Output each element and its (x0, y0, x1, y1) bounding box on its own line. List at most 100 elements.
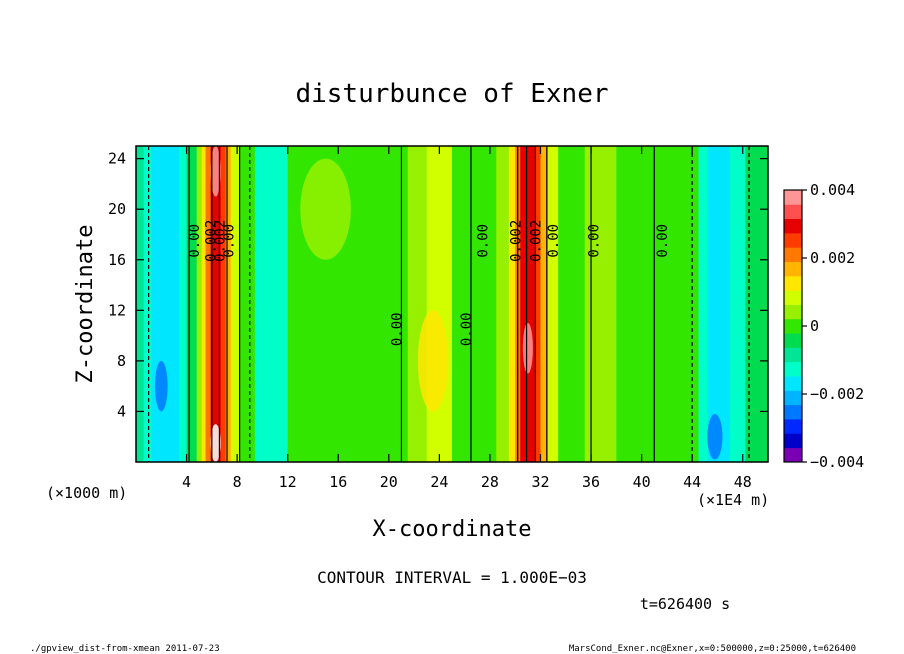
footer-left: ./gpview_dist-from-xmean 2011-07-23 (30, 644, 220, 654)
field-band (254, 146, 289, 462)
colorbar-segment (784, 433, 802, 449)
x-tick-label: 32 (531, 473, 549, 491)
x-tick-label: 20 (380, 473, 398, 491)
colorbar-label: −0.002 (810, 385, 864, 403)
field-band (230, 146, 241, 462)
field-band (407, 146, 428, 462)
field-band (220, 146, 227, 462)
colorbar-segment (784, 190, 802, 205)
field-band (535, 146, 541, 462)
y-axis-ticks: 4 8 12 16 20 24 (108, 150, 768, 420)
colorbar (783, 189, 803, 463)
contour-label: 0.00 (587, 224, 603, 258)
field-band (136, 146, 145, 462)
field-band (698, 146, 708, 462)
colorbar-label: 0.004 (810, 181, 855, 199)
x-unit-left: (×1000 m) (46, 484, 127, 502)
y-tick-label: 12 (108, 301, 126, 319)
colorbar-segment (784, 361, 802, 377)
field-band (496, 146, 510, 462)
x-tick-label: 16 (329, 473, 347, 491)
contour-label: 0.00 (546, 224, 562, 258)
colorbar-ticks: 0.004 0.002 0 −0.002 −0.004 (802, 181, 864, 471)
field-band (382, 146, 409, 462)
x-tick-label: 24 (430, 473, 448, 491)
contour-label: 0.002 (508, 220, 524, 262)
x-tick-label: 36 (582, 473, 600, 491)
contour-label: 0.002 (212, 220, 228, 262)
colorbar-segment (784, 204, 802, 220)
colorbar-segment (784, 304, 802, 320)
y-tick-label: 4 (117, 402, 126, 420)
y-axis-label: Z-coordinate (73, 225, 98, 384)
x-tick-label: 28 (481, 473, 499, 491)
plot-frame (135, 145, 769, 463)
contour-label: 0.00 (389, 312, 405, 346)
field-band (508, 146, 516, 462)
colorbar-segment (784, 290, 802, 305)
colorbar-label: 0.002 (810, 249, 855, 267)
plot-field (136, 146, 769, 462)
field-band (186, 146, 198, 462)
colorbar-segment (784, 347, 802, 363)
field-band (205, 146, 212, 462)
time-stamp: t=626400 s (640, 595, 730, 613)
x-tick-label: 40 (633, 473, 651, 491)
colorbar-segment (784, 404, 802, 420)
field-band (210, 146, 222, 462)
field-band (558, 146, 586, 462)
field-band (196, 146, 203, 462)
field-band (426, 146, 453, 462)
chart-title: disturbunce of Exner (295, 79, 608, 109)
contour-label: 0.00 (459, 312, 475, 346)
x-unit-right: (×1E4 m) (697, 491, 769, 509)
colorbar-segment (784, 333, 802, 348)
colorbar-segment (784, 376, 802, 391)
field-band (616, 146, 699, 462)
colorbar-segment (784, 390, 802, 406)
field-feature (707, 413, 723, 460)
field-band (548, 146, 559, 462)
footer-right: MarsCond_Exner.nc@Exner,x=0:500000,z=0:2… (569, 644, 856, 654)
contour-interval-note: CONTOUR INTERVAL = 1.000E−03 (317, 568, 587, 587)
field-band (730, 146, 746, 462)
x-tick-label: 4 (182, 473, 191, 491)
contour-label: 0.00 (187, 224, 203, 258)
y-tick-label: 24 (108, 150, 126, 168)
field-feature (210, 146, 221, 197)
field-band (225, 146, 232, 462)
field-band (143, 146, 152, 462)
colorbar-segment (784, 218, 802, 234)
colorbar-segment (784, 419, 802, 434)
field-band (452, 146, 497, 462)
contour-label: 0.00 (221, 224, 237, 258)
field-band (584, 146, 617, 462)
field-band (201, 146, 207, 462)
field-band (239, 146, 256, 462)
x-tick-label: 12 (279, 473, 297, 491)
y-tick-label: 20 (108, 200, 126, 218)
colorbar-segment (784, 247, 802, 262)
x-tick-label: 48 (734, 473, 752, 491)
field-band (745, 146, 769, 462)
colorbar-segment (784, 261, 802, 277)
y-tick-label: 8 (117, 352, 126, 370)
colorbar-segment (784, 318, 802, 334)
contour-label: 0.00 (475, 224, 491, 258)
x-axis-label: X-coordinate (373, 517, 532, 542)
contour-label: 0.00 (655, 224, 671, 258)
colorbar-segment (784, 447, 802, 463)
field-band (540, 146, 549, 462)
colorbar-label: −0.004 (810, 453, 864, 471)
colorbar-label: 0 (810, 317, 819, 335)
field-feature (417, 310, 449, 412)
x-tick-label: 8 (233, 473, 242, 491)
contour-label: 0.002 (204, 220, 220, 262)
field-band (707, 146, 731, 462)
field-feature (522, 322, 533, 374)
contour-lines (148, 146, 750, 462)
field-band (520, 146, 536, 462)
x-axis-ticks: 4 8 12 16 20 24 28 32 36 40 44 48 (182, 146, 752, 491)
